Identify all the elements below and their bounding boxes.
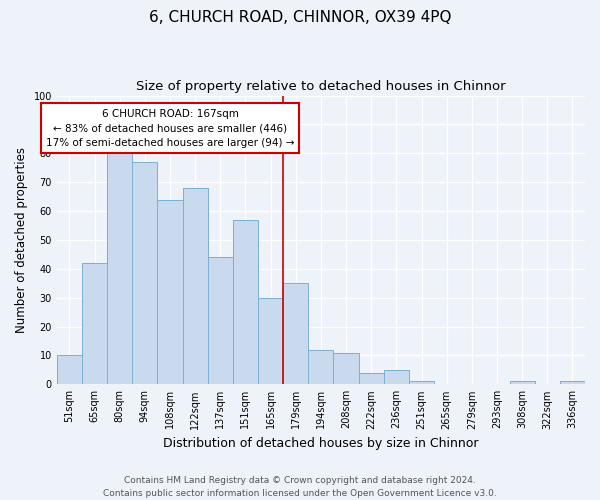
X-axis label: Distribution of detached houses by size in Chinnor: Distribution of detached houses by size … [163,437,479,450]
Bar [359,373,384,384]
Bar [57,356,82,384]
Text: 6 CHURCH ROAD: 167sqm
← 83% of detached houses are smaller (446)
17% of semi-det: 6 CHURCH ROAD: 167sqm ← 83% of detached … [46,108,294,148]
Bar [208,258,233,384]
Bar [233,220,258,384]
Bar [560,382,585,384]
Bar [258,298,283,384]
Bar [82,263,107,384]
Bar [409,382,434,384]
Bar [157,200,182,384]
Bar [308,350,334,384]
Text: Contains HM Land Registry data © Crown copyright and database right 2024.
Contai: Contains HM Land Registry data © Crown c… [103,476,497,498]
Bar [384,370,409,384]
Bar [283,283,308,384]
Bar [107,150,132,384]
Bar [509,382,535,384]
Text: 6, CHURCH ROAD, CHINNOR, OX39 4PQ: 6, CHURCH ROAD, CHINNOR, OX39 4PQ [149,10,451,25]
Bar [182,188,208,384]
Y-axis label: Number of detached properties: Number of detached properties [15,147,28,333]
Title: Size of property relative to detached houses in Chinnor: Size of property relative to detached ho… [136,80,506,93]
Bar [334,352,359,384]
Bar [132,162,157,384]
